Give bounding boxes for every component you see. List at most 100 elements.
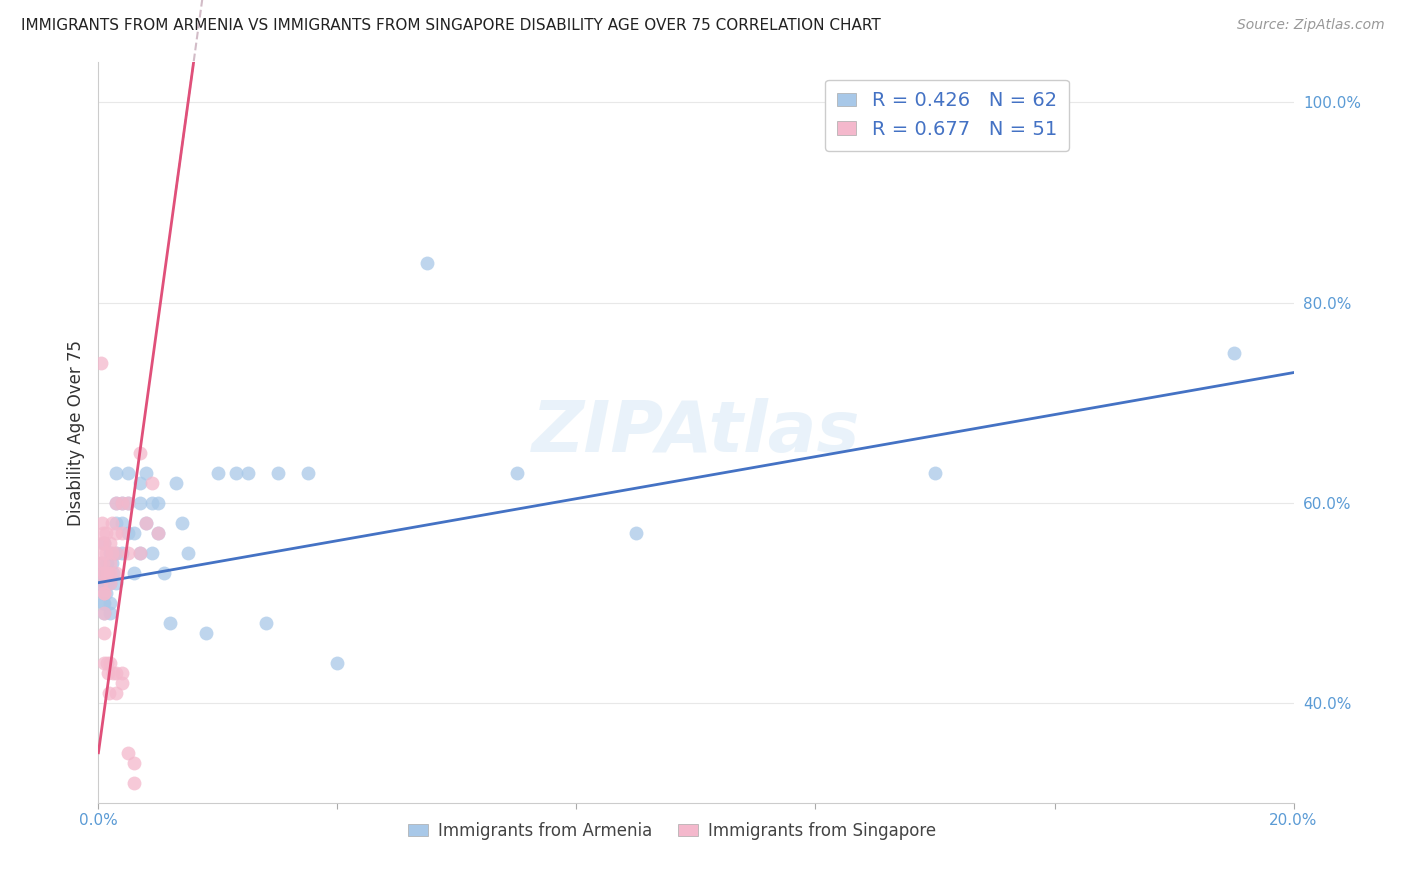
Point	[105, 466, 128, 480]
Point	[91, 516, 114, 530]
Point	[91, 566, 114, 580]
Point	[97, 686, 120, 700]
Point	[91, 535, 114, 549]
Point	[93, 606, 115, 620]
Point	[90, 355, 112, 369]
Point	[90, 556, 112, 570]
Point	[117, 525, 139, 540]
Point	[93, 575, 115, 590]
Point	[105, 575, 128, 590]
Point	[98, 535, 122, 549]
Point	[626, 525, 648, 540]
Point	[129, 496, 152, 510]
Point	[148, 525, 170, 540]
Point	[117, 496, 139, 510]
Point	[924, 466, 946, 480]
Point	[94, 546, 117, 560]
Point	[135, 466, 157, 480]
Point	[105, 496, 128, 510]
Point	[111, 516, 134, 530]
Point	[124, 776, 146, 790]
Point	[111, 546, 134, 560]
Point	[103, 566, 125, 580]
Point	[93, 596, 115, 610]
Y-axis label: Disability Age Over 75: Disability Age Over 75	[66, 340, 84, 525]
Point	[506, 466, 529, 480]
Point	[135, 516, 157, 530]
Point	[117, 546, 139, 560]
Point	[93, 585, 115, 599]
Point	[96, 656, 118, 670]
Point	[89, 556, 111, 570]
Point	[105, 665, 128, 680]
Point	[326, 656, 349, 670]
Point	[96, 566, 118, 580]
Point	[105, 686, 128, 700]
Point	[111, 496, 134, 510]
Point	[97, 575, 120, 590]
Point	[254, 615, 277, 630]
Point	[98, 575, 122, 590]
Point	[124, 566, 146, 580]
Point	[105, 525, 128, 540]
Point	[91, 585, 114, 599]
Point	[98, 546, 122, 560]
Point	[91, 596, 114, 610]
Point	[159, 615, 181, 630]
Point	[98, 566, 122, 580]
Point	[153, 566, 176, 580]
Legend: Immigrants from Armenia, Immigrants from Singapore: Immigrants from Armenia, Immigrants from…	[402, 815, 942, 847]
Point	[141, 496, 163, 510]
Point	[98, 556, 122, 570]
Point	[98, 596, 122, 610]
Point	[93, 535, 115, 549]
Point	[96, 525, 118, 540]
Point	[97, 665, 120, 680]
Point	[91, 546, 114, 560]
Point	[129, 546, 152, 560]
Text: Source: ZipAtlas.com: Source: ZipAtlas.com	[1237, 18, 1385, 32]
Point	[93, 575, 115, 590]
Point	[207, 466, 229, 480]
Point	[1223, 345, 1246, 359]
Point	[111, 525, 134, 540]
Point	[98, 606, 122, 620]
Point	[225, 466, 247, 480]
Point	[148, 496, 170, 510]
Point	[165, 475, 187, 490]
Point	[124, 756, 146, 770]
Point	[91, 556, 114, 570]
Point	[93, 535, 115, 549]
Point	[93, 566, 115, 580]
Point	[117, 496, 139, 510]
Point	[416, 255, 439, 269]
Point	[117, 466, 139, 480]
Point	[101, 665, 124, 680]
Point	[91, 525, 114, 540]
Point	[105, 496, 128, 510]
Point	[129, 475, 152, 490]
Point	[100, 516, 122, 530]
Point	[105, 546, 128, 560]
Point	[195, 625, 218, 640]
Point	[141, 475, 163, 490]
Point	[93, 585, 115, 599]
Point	[91, 566, 114, 580]
Text: ZIPAtlas: ZIPAtlas	[531, 398, 860, 467]
Point	[148, 525, 170, 540]
Point	[129, 546, 152, 560]
Point	[297, 466, 319, 480]
Point	[96, 556, 118, 570]
Point	[111, 496, 134, 510]
Point	[97, 566, 120, 580]
Point	[111, 675, 134, 690]
Point	[93, 606, 115, 620]
Point	[117, 746, 139, 760]
Point	[177, 546, 200, 560]
Point	[90, 575, 112, 590]
Point	[90, 575, 112, 590]
Text: IMMIGRANTS FROM ARMENIA VS IMMIGRANTS FROM SINGAPORE DISABILITY AGE OVER 75 CORR: IMMIGRANTS FROM ARMENIA VS IMMIGRANTS FR…	[21, 18, 880, 33]
Point	[172, 516, 194, 530]
Point	[96, 585, 118, 599]
Point	[111, 665, 134, 680]
